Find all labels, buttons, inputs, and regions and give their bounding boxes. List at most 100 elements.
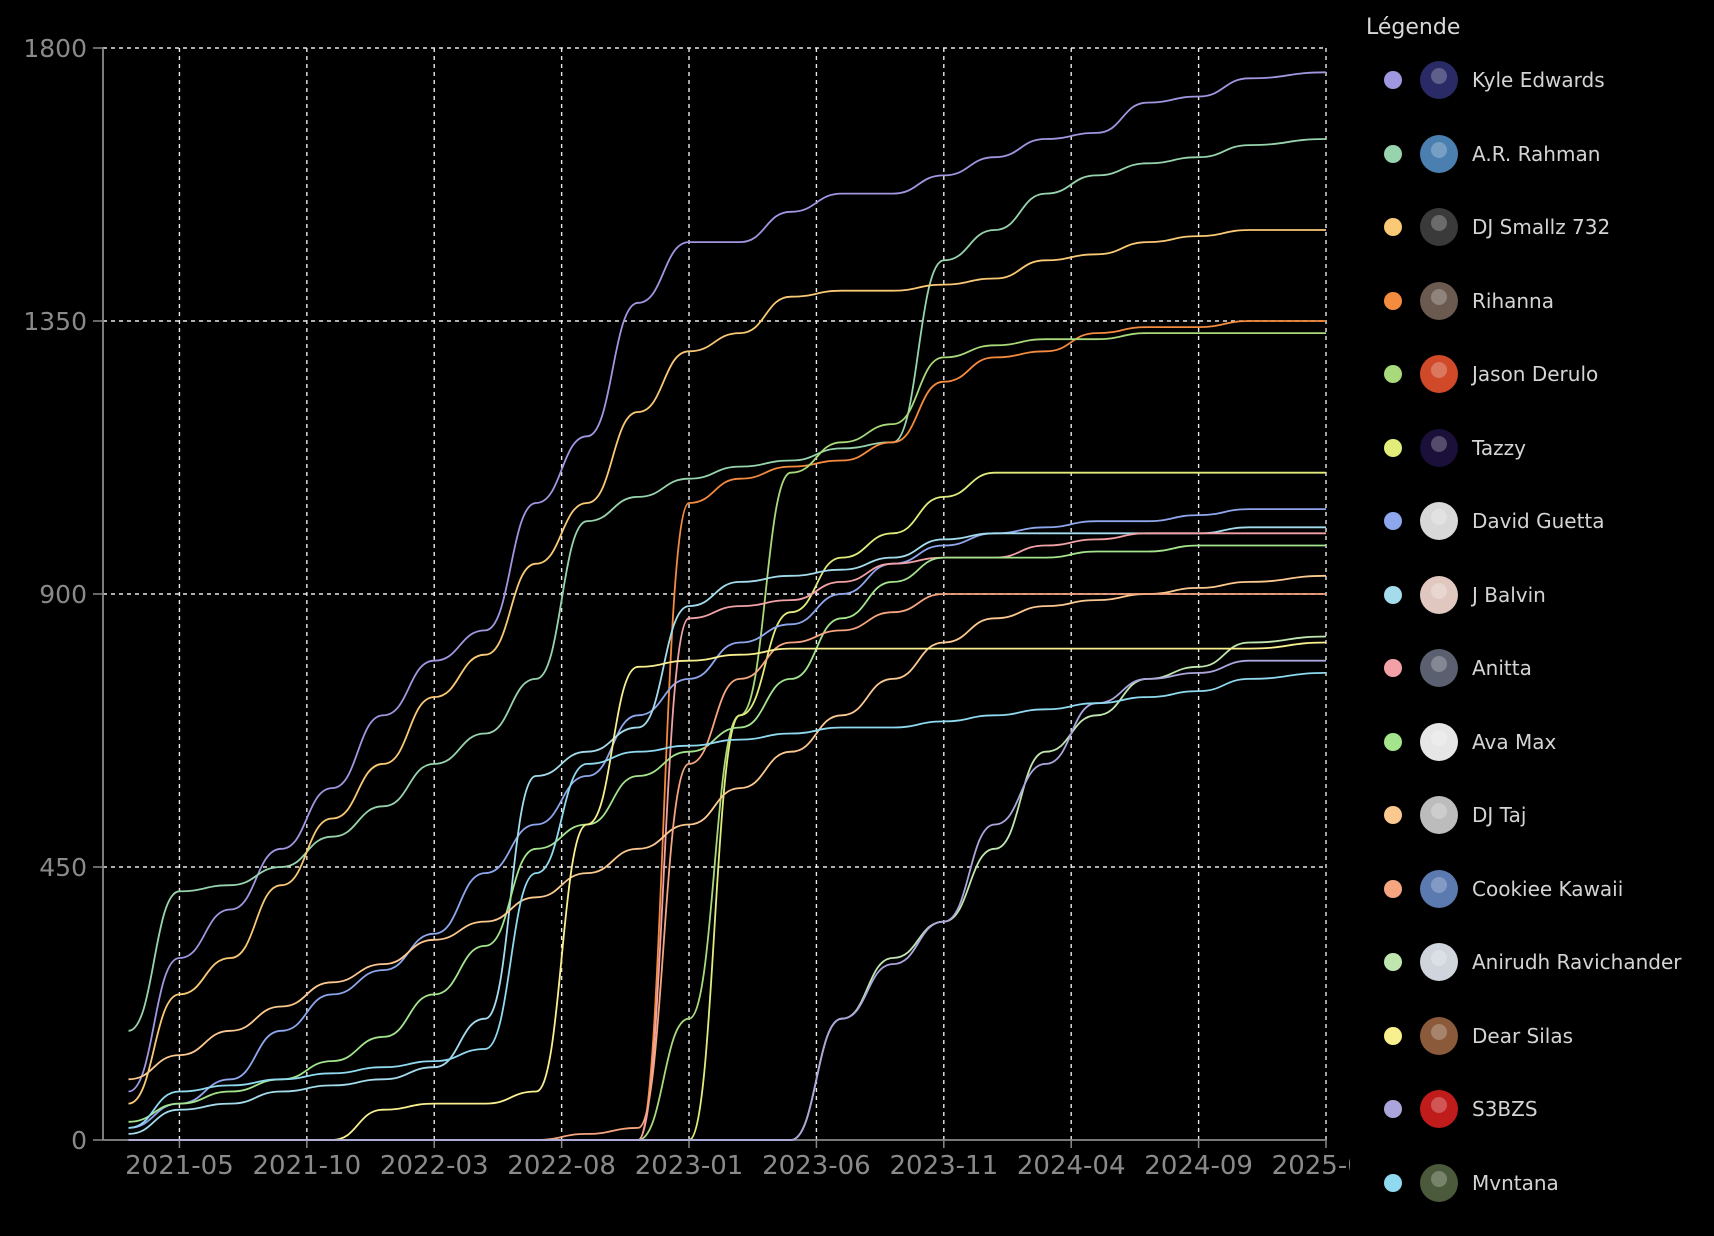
- avatar: [1420, 943, 1458, 981]
- legend-label: Anitta: [1472, 656, 1532, 680]
- series-line-dear-silas: [129, 643, 1327, 1141]
- legend-swatch: [1384, 733, 1402, 751]
- x-tick-label: 2021-10: [253, 1151, 362, 1181]
- legend-item-dear-silas[interactable]: Dear Silas: [1366, 1016, 1706, 1090]
- legend-swatch: [1384, 365, 1402, 383]
- series-line-jason-derulo: [129, 333, 1327, 1140]
- x-tick-label: 2022-08: [507, 1151, 616, 1181]
- legend-row: Rihanna: [1366, 281, 1554, 321]
- legend-row: Mvntana: [1366, 1163, 1559, 1203]
- series-line-mvntana: [129, 673, 1327, 1128]
- legend-row: Cookiee Kawaii: [1366, 869, 1623, 909]
- legend-label: Tazzy: [1472, 436, 1526, 460]
- legend-row: Anitta: [1366, 648, 1532, 688]
- x-tick-label: 2023-11: [889, 1151, 998, 1181]
- legend-item-s3bzs[interactable]: S3BZS: [1366, 1089, 1706, 1163]
- series-line-david-guetta: [129, 509, 1327, 1128]
- legend-label: DJ Taj: [1472, 803, 1526, 827]
- legend-label: Dear Silas: [1472, 1024, 1573, 1048]
- series-line-s3bzs: [129, 661, 1327, 1140]
- legend-item-anitta[interactable]: Anitta: [1366, 648, 1706, 722]
- legend-item-a-r-rahman[interactable]: A.R. Rahman: [1366, 134, 1706, 208]
- y-tick-label: 1350: [23, 307, 87, 336]
- legend-item-rihanna[interactable]: Rihanna: [1366, 281, 1706, 355]
- legend-item-david-guetta[interactable]: David Guetta: [1366, 501, 1706, 575]
- legend-item-mvntana[interactable]: Mvntana: [1366, 1163, 1706, 1236]
- avatar: [1420, 576, 1458, 614]
- avatar: [1420, 723, 1458, 761]
- x-tick-label: 2024-04: [1017, 1151, 1126, 1181]
- legend-list: Kyle Edwards A.R. Rahman DJ Smallz 732 Riha…: [1366, 60, 1706, 1236]
- legend-item-kyle-edwards[interactable]: Kyle Edwards: [1366, 60, 1706, 134]
- legend-item-dj-taj[interactable]: DJ Taj: [1366, 795, 1706, 869]
- x-tick-label: 2021-05: [125, 1151, 234, 1181]
- series-line-dj-smallz-732: [129, 230, 1327, 1104]
- legend-label: David Guetta: [1472, 509, 1605, 533]
- legend-label: DJ Smallz 732: [1472, 215, 1610, 239]
- legend-label: J Balvin: [1472, 583, 1546, 607]
- legend-item-dj-smallz-732[interactable]: DJ Smallz 732: [1366, 207, 1706, 281]
- avatar: [1420, 502, 1458, 540]
- series-line-anitta: [129, 533, 1327, 1140]
- avatar: [1420, 649, 1458, 687]
- legend-label: Rihanna: [1472, 289, 1554, 313]
- x-tick-label: 2025-02: [1272, 1151, 1350, 1181]
- legend-row: Kyle Edwards: [1366, 60, 1605, 100]
- legend-item-cookiee-kawaii[interactable]: Cookiee Kawaii: [1366, 869, 1706, 943]
- legend-row: David Guetta: [1366, 501, 1605, 541]
- legend-swatch: [1384, 659, 1402, 677]
- avatar: [1420, 355, 1458, 393]
- x-tick-label: 2023-01: [635, 1151, 744, 1181]
- legend-row: Dear Silas: [1366, 1016, 1573, 1056]
- legend-row: Jason Derulo: [1366, 354, 1598, 394]
- avatar: [1420, 1164, 1458, 1202]
- avatar: [1420, 208, 1458, 246]
- legend-label: Kyle Edwards: [1472, 68, 1605, 92]
- avatar: [1420, 61, 1458, 99]
- legend-item-tazzy[interactable]: Tazzy: [1366, 428, 1706, 502]
- legend-row: S3BZS: [1366, 1089, 1538, 1129]
- y-tick-label: 1800: [23, 34, 87, 63]
- legend-label: Mvntana: [1472, 1171, 1559, 1195]
- legend-swatch: [1384, 586, 1402, 604]
- legend-swatch: [1384, 1174, 1402, 1192]
- legend-item-anirudh-ravichander[interactable]: Anirudh Ravichander: [1366, 942, 1706, 1016]
- x-axis-tick-labels: 2021-05 2021-10 2022-03 2022-08 2023-01 2023-…: [125, 1151, 1350, 1181]
- legend-row: DJ Taj: [1366, 795, 1526, 835]
- y-tick-label: 450: [39, 853, 87, 882]
- legend-row: A.R. Rahman: [1366, 134, 1600, 174]
- series-line-tazzy: [129, 473, 1327, 1140]
- legend-swatch: [1384, 218, 1402, 236]
- legend-label: S3BZS: [1472, 1097, 1538, 1121]
- legend-label: Ava Max: [1472, 730, 1556, 754]
- legend-swatch: [1384, 880, 1402, 898]
- legend-item-jason-derulo[interactable]: Jason Derulo: [1366, 354, 1706, 428]
- legend-swatch: [1384, 1100, 1402, 1118]
- x-tick-label: 2023-06: [762, 1151, 871, 1181]
- avatar: [1420, 135, 1458, 173]
- avatar: [1420, 796, 1458, 834]
- series-line-j-balvin: [129, 527, 1327, 1134]
- avatar: [1420, 429, 1458, 467]
- legend-row: DJ Smallz 732: [1366, 207, 1610, 247]
- legend-label: A.R. Rahman: [1472, 142, 1600, 166]
- avatar: [1420, 1017, 1458, 1055]
- series-line-ava-max: [129, 546, 1327, 1122]
- legend-item-j-balvin[interactable]: J Balvin: [1366, 575, 1706, 649]
- series-line-dj-taj: [129, 576, 1327, 1080]
- avatar: [1420, 1090, 1458, 1128]
- x-tick-label: 2022-03: [380, 1151, 489, 1181]
- series-line-kyle-edwards: [129, 72, 1327, 1091]
- series-lines: [129, 72, 1327, 1140]
- legend-item-ava-max[interactable]: Ava Max: [1366, 722, 1706, 796]
- avatar: [1420, 870, 1458, 908]
- legend-label: Anirudh Ravichander: [1472, 950, 1681, 974]
- x-tick-label: 2024-09: [1144, 1151, 1253, 1181]
- legend-swatch: [1384, 512, 1402, 530]
- legend-swatch: [1384, 953, 1402, 971]
- legend-swatch: [1384, 145, 1402, 163]
- y-tick-label: 0: [71, 1126, 87, 1155]
